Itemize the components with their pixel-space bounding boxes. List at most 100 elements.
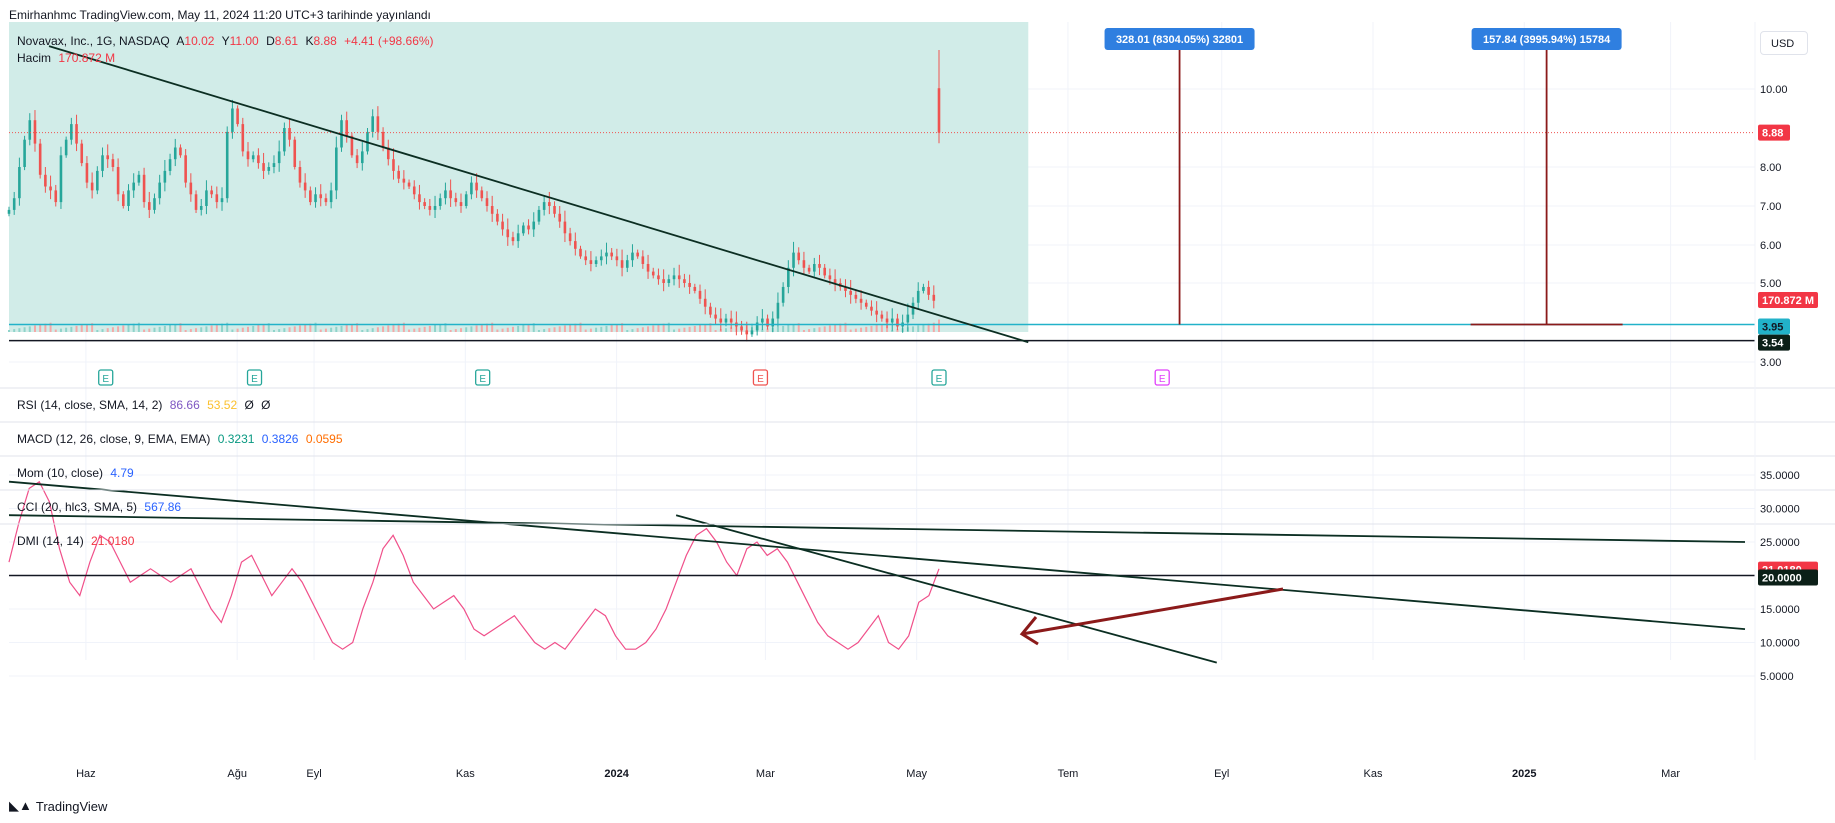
time-tick-label: Haz: [76, 768, 96, 780]
low-value: 8.61: [274, 34, 299, 48]
candle-body: [558, 213, 562, 222]
volume-bar: [143, 329, 146, 332]
volume-value: 170.872 M: [58, 51, 116, 65]
volume-bar: [283, 328, 286, 332]
candle-body: [147, 202, 151, 210]
volume-bar: [652, 325, 655, 332]
candle-body: [444, 190, 447, 199]
candle-body: [459, 202, 463, 206]
volume-bar: [184, 330, 187, 332]
candle-body: [220, 198, 224, 203]
measure-box: [1471, 28, 1622, 50]
earnings-marker-label: E: [251, 374, 258, 385]
volume-bar: [501, 328, 504, 332]
close-value: 8.88: [313, 34, 337, 48]
measure-box: [1104, 28, 1255, 50]
candle-body: [542, 202, 546, 210]
last-price-badge: 8.88: [1762, 128, 1783, 140]
volume-bar: [324, 328, 327, 332]
symbol-label[interactable]: Novavax, Inc., 1G, NASDAQ: [17, 34, 170, 48]
volume-bar: [169, 325, 172, 332]
cci-legend[interactable]: CCI (20, hlc3, SMA, 5) 567.86: [17, 500, 185, 514]
candle-body: [511, 237, 515, 242]
candle-body: [225, 131, 229, 199]
rsi-legend[interactable]: RSI (14, close, SMA, 14, 2) 86.66 53.52 …: [17, 398, 275, 412]
volume-bar: [927, 323, 930, 332]
candle-body: [911, 302, 915, 315]
volume-bar: [361, 330, 364, 332]
time-tick-label: Tem: [1058, 768, 1079, 780]
candle-body: [277, 151, 281, 164]
candle-body: [194, 194, 198, 210]
macd-line-value: 0.3826: [261, 432, 299, 446]
candle-body: [641, 256, 645, 264]
volume-bar: [262, 324, 265, 332]
volume-bar: [205, 326, 208, 332]
candle-body: [184, 155, 187, 183]
candle-body: [937, 88, 941, 133]
volume-bar: [18, 328, 21, 332]
candle-body: [116, 167, 120, 195]
candle-body: [792, 252, 795, 268]
volume-bar: [517, 325, 520, 332]
main-legend[interactable]: Novavax, Inc., 1G, NASDAQ A10.02 Y11.00 …: [17, 34, 438, 48]
macd-legend[interactable]: MACD (12, 26, close, 9, EMA, EMA) 0.3231…: [17, 432, 347, 446]
currency-button[interactable]: USD: [1760, 31, 1808, 55]
volume-bar: [195, 328, 198, 332]
dmi-tick-label: 30.0000: [1760, 504, 1800, 516]
price-tick-label: 5.00: [1760, 278, 1781, 290]
price-tick-label: 3.00: [1760, 357, 1781, 369]
volume-bar: [704, 324, 707, 332]
volume-bar: [912, 326, 915, 332]
candle-body: [303, 182, 307, 191]
volume-bar: [589, 328, 592, 332]
volume-bar: [938, 319, 940, 332]
candle-body: [844, 286, 847, 291]
tradingview-logo[interactable]: ◣▲ TradingView: [9, 798, 107, 814]
volume-bar: [678, 328, 681, 332]
candle-body: [657, 275, 660, 280]
candle-body: [397, 170, 400, 179]
volume-legend[interactable]: Hacim 170.872 M: [17, 51, 119, 65]
dmi-legend[interactable]: DMI (14, 14) 21.0180: [17, 534, 138, 548]
candle-body: [922, 286, 925, 291]
candle-body: [828, 275, 832, 280]
earnings-marker-icon: [1154, 369, 1170, 386]
candle-body: [137, 174, 141, 183]
volume-bar: [340, 325, 343, 332]
candle-body: [849, 290, 852, 295]
candle-body: [111, 159, 115, 167]
candle-body: [745, 330, 749, 335]
candle-body: [870, 306, 873, 311]
volume-bar: [673, 329, 676, 332]
mom-legend[interactable]: Mom (10, close) 4.79: [17, 466, 138, 480]
candle-body: [309, 190, 312, 203]
volume-bar: [272, 330, 275, 332]
volume-bar: [626, 330, 629, 332]
candle-body: [636, 252, 639, 257]
candle-body: [568, 233, 572, 242]
close-label: K: [305, 34, 314, 48]
volume-bar: [792, 324, 795, 332]
candle-body: [594, 260, 598, 264]
volume-bar: [319, 329, 322, 332]
candle-body: [906, 314, 910, 323]
volume-bar: [226, 322, 229, 332]
volume-bar: [496, 329, 499, 332]
macd-label: MACD (12, 26, close, 9, EMA, EMA): [17, 432, 211, 446]
candle-body: [807, 267, 811, 272]
candle-body: [402, 178, 406, 183]
candle-body: [33, 120, 37, 144]
volume-bar: [288, 327, 291, 332]
candle-body: [262, 163, 265, 171]
candle-body: [392, 159, 395, 171]
dmi-pane: [8, 480, 1755, 664]
volume-bar: [808, 329, 811, 332]
candle-body: [449, 190, 452, 199]
candle-body: [267, 167, 271, 171]
candle-body: [501, 221, 504, 230]
candle-body: [802, 260, 806, 268]
candle-body: [454, 198, 458, 203]
